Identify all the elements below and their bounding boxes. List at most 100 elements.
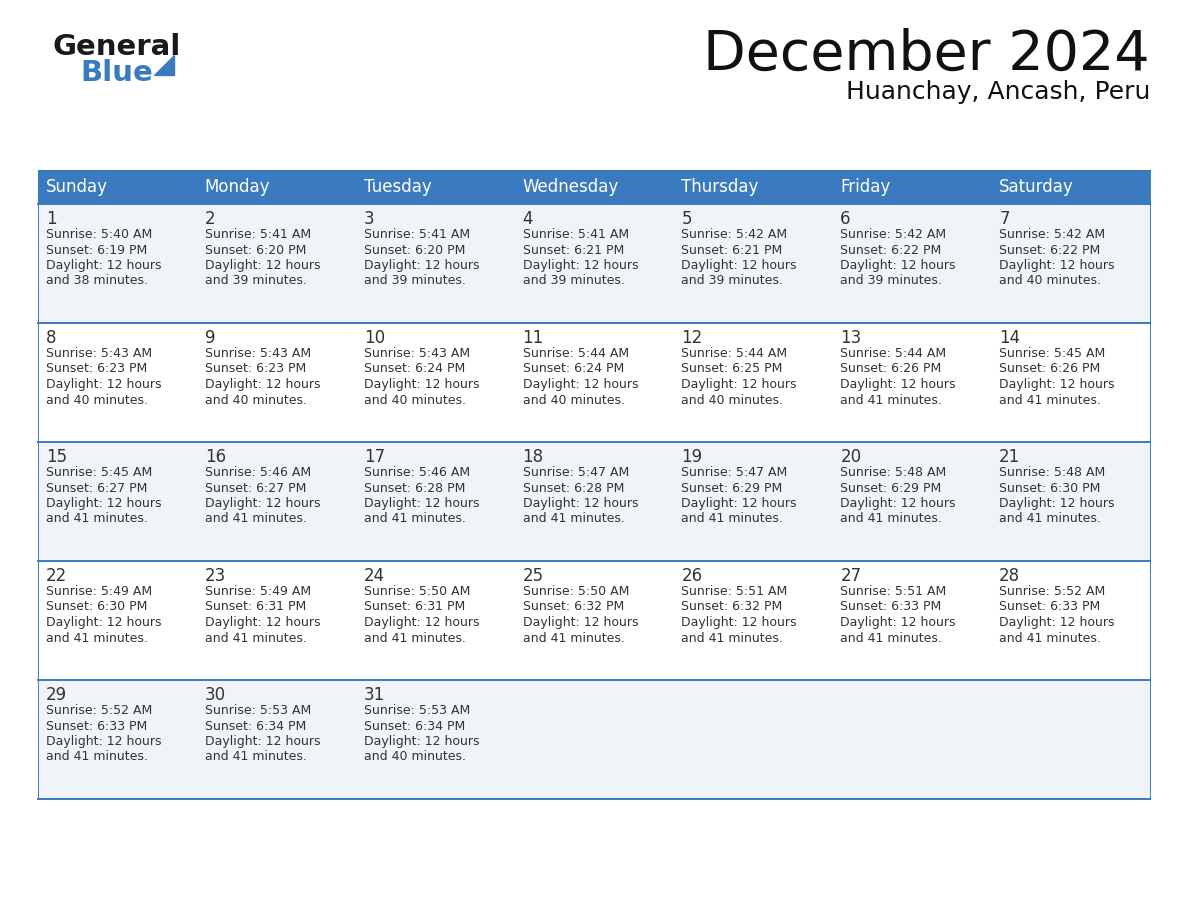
Text: Sunset: 6:20 PM: Sunset: 6:20 PM	[204, 243, 307, 256]
Text: Daylight: 12 hours: Daylight: 12 hours	[682, 378, 797, 391]
Text: Sunrise: 5:50 AM: Sunrise: 5:50 AM	[523, 585, 628, 598]
Text: Sunset: 6:33 PM: Sunset: 6:33 PM	[46, 720, 147, 733]
Text: and 39 minutes.: and 39 minutes.	[682, 274, 783, 287]
Text: Sunset: 6:26 PM: Sunset: 6:26 PM	[840, 363, 942, 375]
Text: Sunset: 6:27 PM: Sunset: 6:27 PM	[204, 482, 307, 495]
Bar	[197, 170, 355, 204]
Bar	[674, 442, 833, 561]
Text: General: General	[52, 33, 181, 61]
Text: and 41 minutes.: and 41 minutes.	[46, 512, 147, 525]
Text: Daylight: 12 hours: Daylight: 12 hours	[46, 735, 162, 748]
Text: 21: 21	[999, 448, 1020, 466]
Text: and 40 minutes.: and 40 minutes.	[682, 394, 783, 407]
Text: and 41 minutes.: and 41 minutes.	[999, 512, 1101, 525]
Text: 31: 31	[364, 686, 385, 704]
Text: Sunrise: 5:40 AM: Sunrise: 5:40 AM	[46, 228, 152, 241]
Bar	[514, 170, 674, 204]
Bar	[991, 680, 1150, 799]
Text: Sunset: 6:22 PM: Sunset: 6:22 PM	[840, 243, 942, 256]
Bar	[514, 680, 674, 799]
Text: Sunrise: 5:52 AM: Sunrise: 5:52 AM	[999, 585, 1105, 598]
Text: 24: 24	[364, 567, 385, 585]
Bar	[674, 561, 833, 680]
Text: Sunrise: 5:45 AM: Sunrise: 5:45 AM	[46, 466, 152, 479]
Text: 12: 12	[682, 329, 702, 347]
Text: Sunset: 6:21 PM: Sunset: 6:21 PM	[682, 243, 783, 256]
Text: December 2024: December 2024	[703, 28, 1150, 82]
Text: 1: 1	[46, 210, 57, 228]
Bar	[674, 170, 833, 204]
Text: 18: 18	[523, 448, 544, 466]
Text: and 41 minutes.: and 41 minutes.	[204, 632, 307, 644]
Text: Daylight: 12 hours: Daylight: 12 hours	[46, 616, 162, 629]
Text: Sunrise: 5:43 AM: Sunrise: 5:43 AM	[364, 347, 469, 360]
Bar	[991, 204, 1150, 323]
Text: and 41 minutes.: and 41 minutes.	[204, 512, 307, 525]
Text: Sunrise: 5:42 AM: Sunrise: 5:42 AM	[840, 228, 947, 241]
Bar	[833, 204, 991, 323]
Text: Daylight: 12 hours: Daylight: 12 hours	[523, 378, 638, 391]
Text: and 41 minutes.: and 41 minutes.	[840, 394, 942, 407]
Text: and 41 minutes.: and 41 minutes.	[204, 751, 307, 764]
Polygon shape	[154, 55, 173, 75]
Text: Monday: Monday	[204, 178, 271, 196]
Text: Saturday: Saturday	[999, 178, 1074, 196]
Text: and 41 minutes.: and 41 minutes.	[523, 632, 625, 644]
Text: 26: 26	[682, 567, 702, 585]
Text: Sunset: 6:24 PM: Sunset: 6:24 PM	[523, 363, 624, 375]
Text: Sunrise: 5:42 AM: Sunrise: 5:42 AM	[999, 228, 1105, 241]
Text: Sunset: 6:30 PM: Sunset: 6:30 PM	[999, 482, 1100, 495]
Text: 23: 23	[204, 567, 226, 585]
Text: Daylight: 12 hours: Daylight: 12 hours	[999, 378, 1114, 391]
Bar	[674, 323, 833, 442]
Text: Sunset: 6:28 PM: Sunset: 6:28 PM	[523, 482, 624, 495]
Text: and 41 minutes.: and 41 minutes.	[364, 632, 466, 644]
Bar	[355, 204, 514, 323]
Text: Sunrise: 5:52 AM: Sunrise: 5:52 AM	[46, 704, 152, 717]
Text: and 40 minutes.: and 40 minutes.	[46, 394, 148, 407]
Bar	[38, 170, 197, 204]
Bar	[355, 170, 514, 204]
Text: Sunset: 6:31 PM: Sunset: 6:31 PM	[204, 600, 307, 613]
Bar	[197, 442, 355, 561]
Text: 16: 16	[204, 448, 226, 466]
Text: Daylight: 12 hours: Daylight: 12 hours	[682, 259, 797, 272]
Text: Blue: Blue	[80, 59, 153, 87]
Text: Daylight: 12 hours: Daylight: 12 hours	[523, 497, 638, 510]
Bar	[833, 442, 991, 561]
Bar	[38, 680, 197, 799]
Text: Daylight: 12 hours: Daylight: 12 hours	[999, 259, 1114, 272]
Text: Sunday: Sunday	[46, 178, 108, 196]
Bar	[38, 323, 197, 442]
Text: and 40 minutes.: and 40 minutes.	[523, 394, 625, 407]
Bar	[38, 204, 197, 323]
Text: Sunset: 6:28 PM: Sunset: 6:28 PM	[364, 482, 465, 495]
Text: and 40 minutes.: and 40 minutes.	[364, 394, 466, 407]
Text: 13: 13	[840, 329, 861, 347]
Bar	[355, 561, 514, 680]
Text: Daylight: 12 hours: Daylight: 12 hours	[364, 259, 479, 272]
Text: Daylight: 12 hours: Daylight: 12 hours	[364, 497, 479, 510]
Text: Sunrise: 5:44 AM: Sunrise: 5:44 AM	[840, 347, 947, 360]
Text: Sunrise: 5:45 AM: Sunrise: 5:45 AM	[999, 347, 1105, 360]
Bar	[991, 442, 1150, 561]
Text: Sunrise: 5:51 AM: Sunrise: 5:51 AM	[682, 585, 788, 598]
Text: Sunrise: 5:41 AM: Sunrise: 5:41 AM	[204, 228, 311, 241]
Text: Daylight: 12 hours: Daylight: 12 hours	[840, 497, 956, 510]
Text: Daylight: 12 hours: Daylight: 12 hours	[204, 616, 321, 629]
Text: Daylight: 12 hours: Daylight: 12 hours	[999, 497, 1114, 510]
Text: Sunset: 6:29 PM: Sunset: 6:29 PM	[682, 482, 783, 495]
Text: Daylight: 12 hours: Daylight: 12 hours	[46, 497, 162, 510]
Text: 27: 27	[840, 567, 861, 585]
Text: Sunrise: 5:49 AM: Sunrise: 5:49 AM	[204, 585, 311, 598]
Text: Sunrise: 5:42 AM: Sunrise: 5:42 AM	[682, 228, 788, 241]
Text: Sunrise: 5:47 AM: Sunrise: 5:47 AM	[682, 466, 788, 479]
Text: and 41 minutes.: and 41 minutes.	[999, 632, 1101, 644]
Bar	[38, 561, 197, 680]
Text: and 41 minutes.: and 41 minutes.	[523, 512, 625, 525]
Text: Thursday: Thursday	[682, 178, 759, 196]
Text: 22: 22	[46, 567, 68, 585]
Text: 14: 14	[999, 329, 1020, 347]
Text: Sunset: 6:25 PM: Sunset: 6:25 PM	[682, 363, 783, 375]
Bar	[514, 204, 674, 323]
